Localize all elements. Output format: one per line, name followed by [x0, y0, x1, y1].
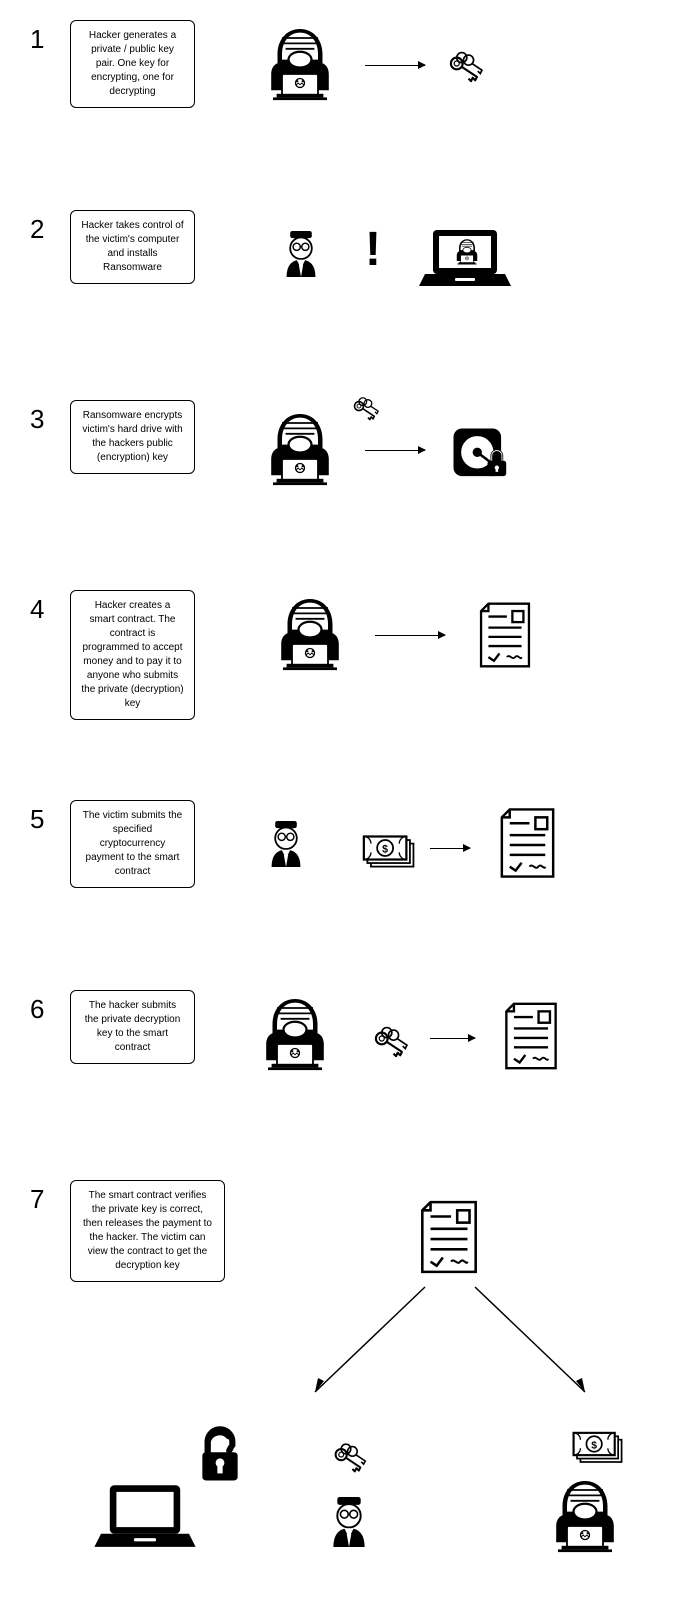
arrow-icon — [365, 65, 425, 66]
step-number: 7 — [30, 1180, 70, 1215]
step-illustration — [195, 590, 669, 700]
keys-icon — [350, 392, 382, 424]
laptop-hacker-icon — [415, 218, 515, 296]
step-number: 4 — [30, 590, 70, 625]
arrow-icon — [430, 848, 470, 849]
hacker-icon — [265, 590, 355, 680]
step-number: 5 — [30, 800, 70, 835]
hacker-icon — [255, 20, 345, 110]
keys-icon — [370, 1020, 412, 1062]
step-number: 1 — [30, 20, 70, 55]
hacker-icon — [255, 405, 345, 495]
step-text-box: Hacker takes control of the victim's com… — [70, 210, 195, 284]
contract-icon — [470, 595, 540, 675]
step-illustration — [195, 800, 669, 910]
step-illustration — [195, 990, 669, 1100]
victim-icon — [250, 808, 322, 880]
contract-icon — [490, 800, 565, 886]
step-illustration — [195, 20, 669, 130]
step-6: 6 The hacker submits the private decrypt… — [30, 990, 669, 1100]
arrow-icon — [430, 1038, 475, 1039]
arrow-icon — [365, 450, 425, 451]
hacker-icon — [250, 990, 340, 1080]
step-5: 5 The victim submits the specified crypt… — [30, 800, 669, 910]
step-text-box: The smart contract verifies the private … — [70, 1180, 225, 1282]
step-2: 2 Hacker takes control of the victim's c… — [30, 210, 669, 320]
step-7: 7 The smart contract verifies the privat… — [30, 1180, 669, 1282]
exclaim-icon: ! — [365, 222, 381, 277]
unlock-icon — [190, 1422, 250, 1486]
money-icon — [565, 1422, 625, 1466]
hacker-icon — [540, 1472, 630, 1562]
contract-icon — [410, 1192, 488, 1282]
arrow-diag-right — [470, 1282, 600, 1402]
step-number: 6 — [30, 990, 70, 1025]
money-icon — [355, 825, 417, 871]
arrow-icon — [375, 635, 445, 636]
step-3: 3 Ransomware encrypts victim's hard driv… — [30, 400, 669, 510]
step-1: 1 Hacker generates a private / public ke… — [30, 20, 669, 130]
step-text-box: The hacker submits the private decryptio… — [70, 990, 195, 1064]
keys-icon — [330, 1437, 370, 1477]
contract-icon — [495, 995, 567, 1077]
arrow-diag-left — [300, 1282, 430, 1402]
hdd-lock-icon — [445, 420, 513, 488]
laptop-icon — [90, 1472, 200, 1558]
step-number: 3 — [30, 400, 70, 435]
step-text-box: Hacker generates a private / public key … — [70, 20, 195, 108]
step-7-illustration — [30, 1282, 669, 1602]
step-text-box: Ransomware encrypts victim's hard drive … — [70, 400, 195, 474]
step-4: 4 Hacker creates a smart contract. The c… — [30, 590, 669, 720]
victim-icon — [265, 218, 337, 290]
step-illustration: ! — [195, 210, 669, 320]
step-text-box: The victim submits the specified cryptoc… — [70, 800, 195, 888]
victim-icon — [310, 1487, 388, 1557]
step-number: 2 — [30, 210, 70, 245]
step-text-box: Hacker creates a smart contract. The con… — [70, 590, 195, 720]
keys-icon — [445, 45, 487, 87]
step-illustration — [195, 400, 669, 510]
